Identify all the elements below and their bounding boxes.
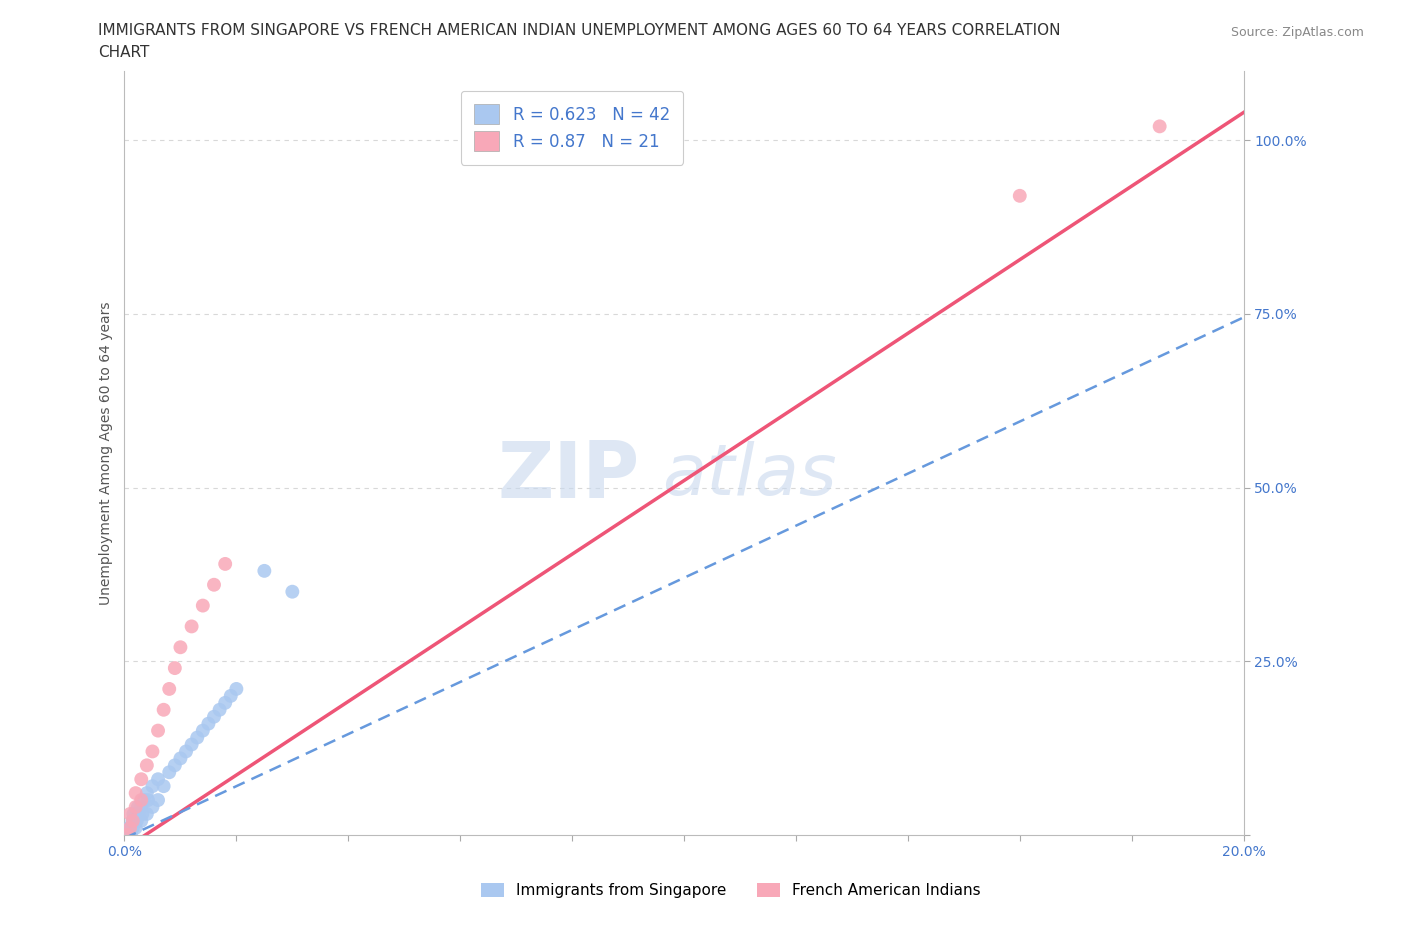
Point [152,778,174,793]
Point [214,556,236,571]
Point [141,744,163,759]
Point [127,806,149,821]
Point [186,730,208,745]
Point [121,814,143,829]
Point [152,702,174,717]
Point [163,660,186,675]
Point [129,814,152,829]
Point [146,772,169,787]
Point [121,820,143,835]
Point [136,792,159,807]
Text: CHART: CHART [98,45,150,60]
Point [146,724,169,738]
Point [214,696,236,711]
Point [120,828,142,843]
Point [121,814,143,829]
Point [127,800,149,815]
Point [157,764,180,779]
Point [124,800,146,815]
Legend: Immigrants from Singapore, French American Indians: Immigrants from Singapore, French Americ… [474,875,988,906]
Text: Source: ZipAtlas.com: Source: ZipAtlas.com [1230,26,1364,39]
Y-axis label: Unemployment Among Ages 60 to 64 years: Unemployment Among Ages 60 to 64 years [100,301,114,604]
Text: atlas: atlas [662,441,837,511]
Point [281,584,304,599]
Point [219,688,242,703]
Point [135,786,157,801]
Point [174,744,197,759]
Point [146,792,169,807]
Point [253,564,276,578]
Point [124,814,146,829]
Point [117,828,139,843]
Point [120,820,142,835]
Point [169,751,191,765]
Point [135,758,157,773]
Point [202,710,225,724]
Legend: R = 0.623   N = 42, R = 0.87   N = 21: R = 0.623 N = 42, R = 0.87 N = 21 [461,90,683,165]
Point [118,820,141,835]
Point [169,640,191,655]
Point [191,598,214,613]
Point [180,737,202,752]
Point [141,800,163,815]
Point [129,792,152,807]
Point [202,578,225,592]
Point [208,702,231,717]
Point [1149,119,1171,134]
Point [157,682,180,697]
Point [114,828,136,843]
Point [191,724,214,738]
Point [122,806,145,821]
Point [120,820,142,835]
Point [124,820,146,835]
Point [163,758,186,773]
Point [132,792,155,807]
Point [197,716,219,731]
Point [1008,189,1031,204]
Point [131,806,153,821]
Point [141,778,163,793]
Point [124,806,146,821]
Point [117,828,139,843]
Point [180,619,202,634]
Point [225,682,247,697]
Point [129,772,152,787]
Point [125,814,148,829]
Point [124,786,146,801]
Text: ZIP: ZIP [496,438,640,513]
Point [120,806,142,821]
Text: IMMIGRANTS FROM SINGAPORE VS FRENCH AMERICAN INDIAN UNEMPLOYMENT AMONG AGES 60 T: IMMIGRANTS FROM SINGAPORE VS FRENCH AMER… [98,23,1062,38]
Point [129,800,152,815]
Point [135,806,157,821]
Point [120,828,142,843]
